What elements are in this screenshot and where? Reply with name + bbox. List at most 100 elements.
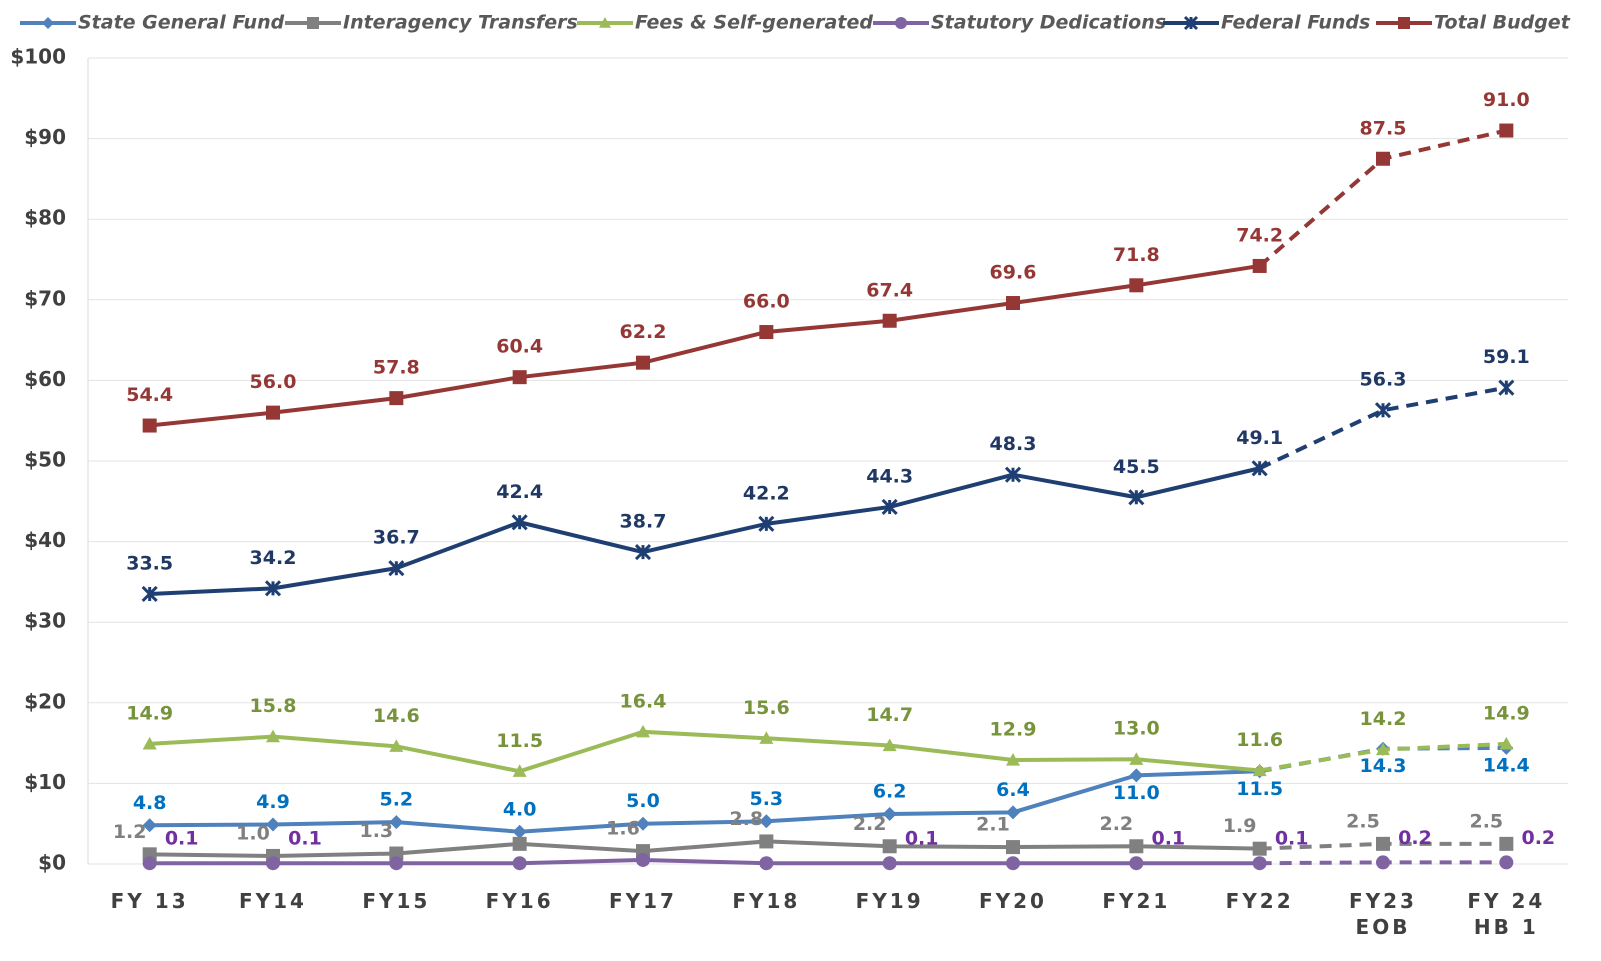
data-label: 69.6: [990, 262, 1037, 284]
x-tick-label: FY21: [1102, 889, 1171, 913]
marker: [1004, 466, 1022, 483]
y-tick-label: $70: [24, 286, 66, 310]
marker: [1251, 460, 1268, 477]
data-label: 0.1: [288, 828, 322, 850]
marker: [1128, 489, 1145, 506]
series: 33.5 34.2 36.7 42.4 38.7 42.2 44.3 48.3 45.5 49.1…: [126, 346, 1530, 603]
data-label: 16.4: [620, 690, 667, 712]
marker: [512, 824, 527, 839]
x-tick-label: FY 13: [110, 889, 189, 913]
x-tick-label: FY15: [362, 889, 431, 913]
data-label: 38.7: [620, 511, 667, 533]
data-label: 49.1: [1236, 427, 1283, 449]
marker: [599, 17, 611, 28]
marker: [1006, 840, 1020, 855]
legend-label: Total Budget: [1434, 12, 1571, 34]
marker: [634, 544, 652, 561]
marker: [882, 313, 897, 328]
marker: [1374, 402, 1392, 419]
data-label: 14.9: [1483, 702, 1530, 724]
marker: [636, 816, 650, 831]
x-tick-label: FY14: [239, 889, 307, 913]
marker: [1252, 856, 1267, 871]
x-tick-label: FY16: [485, 889, 554, 913]
marker: [1376, 151, 1390, 166]
data-label: 1.0: [236, 822, 270, 844]
marker: [881, 498, 898, 516]
marker: [1006, 296, 1020, 311]
x-tick-label: FY 24 HB 1: [1467, 889, 1546, 939]
y-tick-label: $50: [24, 448, 66, 472]
marker: [1129, 768, 1144, 783]
data-label: 14.4: [1483, 754, 1530, 776]
data-label: 14.2: [1360, 708, 1407, 730]
marker: [42, 17, 54, 29]
data-label: 48.3: [990, 433, 1037, 455]
data-label: 4.0: [503, 798, 537, 820]
data-label: 1.3: [359, 820, 393, 842]
data-label: 74.2: [1236, 224, 1283, 246]
marker: [1376, 836, 1390, 851]
marker: [1129, 839, 1144, 854]
line: [149, 857, 1260, 866]
y-tick-label: $60: [24, 367, 66, 391]
data-label: 60.4: [496, 336, 543, 358]
projected-line: [1258, 128, 1507, 268]
line: [149, 729, 1260, 774]
series: 0.1 0.1 0.1 0.1 0.1 0.2 0.2: [142, 827, 1555, 871]
data-label: 87.5: [1360, 117, 1407, 139]
y-tick-label: $20: [24, 689, 66, 713]
data-label: 66.0: [743, 291, 790, 313]
data-label: 14.3: [1360, 755, 1407, 777]
data-label: 0.2: [1398, 827, 1432, 849]
x-tick-label: FY18: [732, 889, 801, 913]
data-label: 42.4: [496, 481, 543, 503]
legend-label: Statutory Dedications: [931, 12, 1166, 34]
marker: [1006, 805, 1020, 820]
marker: [389, 815, 404, 830]
data-label: 6.4: [996, 779, 1030, 801]
data-label: 2.2: [1099, 813, 1133, 835]
data-label: 13.0: [1113, 718, 1160, 740]
marker: [1499, 123, 1514, 138]
marker: [141, 585, 158, 603]
data-label: 56.0: [250, 371, 297, 393]
data-label: 91.0: [1483, 89, 1530, 111]
marker: [142, 856, 157, 871]
marker: [636, 355, 650, 370]
marker: [389, 391, 404, 406]
marker: [759, 814, 774, 829]
y-tick-label: $40: [24, 528, 66, 552]
marker: [882, 856, 897, 871]
data-label: 11.6: [1236, 729, 1283, 751]
marker: [511, 514, 528, 531]
data-label: 5.2: [379, 789, 413, 811]
line: [149, 769, 1260, 834]
marker: [1499, 836, 1514, 851]
marker: [1498, 379, 1515, 396]
data-label: 11.0: [1113, 782, 1160, 804]
marker: [1006, 753, 1020, 766]
series: 14.9 15.8 14.6 11.5 16.4 15.6 14.7 12.9 13.0 11.6…: [126, 690, 1530, 777]
line: [149, 263, 1260, 428]
x-tick-label: FY22: [1225, 889, 1294, 913]
data-label: 62.2: [620, 321, 667, 343]
data-label: 5.3: [749, 788, 783, 810]
series: 4.8 4.9 5.2 4.0 5.0 5.3 6.2 6.4 11.0 11.5 14.3 14.4: [133, 740, 1530, 839]
data-label: 36.7: [373, 527, 420, 549]
data-label: 33.5: [126, 552, 173, 574]
data-label: 1.9: [1223, 815, 1257, 837]
data-label: 44.3: [866, 465, 913, 487]
data-label: 45.5: [1113, 456, 1160, 478]
y-tick-label: $90: [24, 125, 66, 149]
projected-line: [1258, 385, 1507, 471]
series: 1.2 1.0 1.3 1.6 2.8 2.2 2.1 2.2 1.9 2.5 2.5: [113, 808, 1514, 863]
data-label: 0.2: [1521, 827, 1555, 849]
marker: [389, 739, 404, 752]
x-tick-label: FY23 EOB: [1349, 889, 1417, 939]
data-label: 1.2: [113, 821, 147, 843]
marker: [1252, 763, 1267, 777]
legend-label: Interagency Transfers: [343, 12, 578, 34]
